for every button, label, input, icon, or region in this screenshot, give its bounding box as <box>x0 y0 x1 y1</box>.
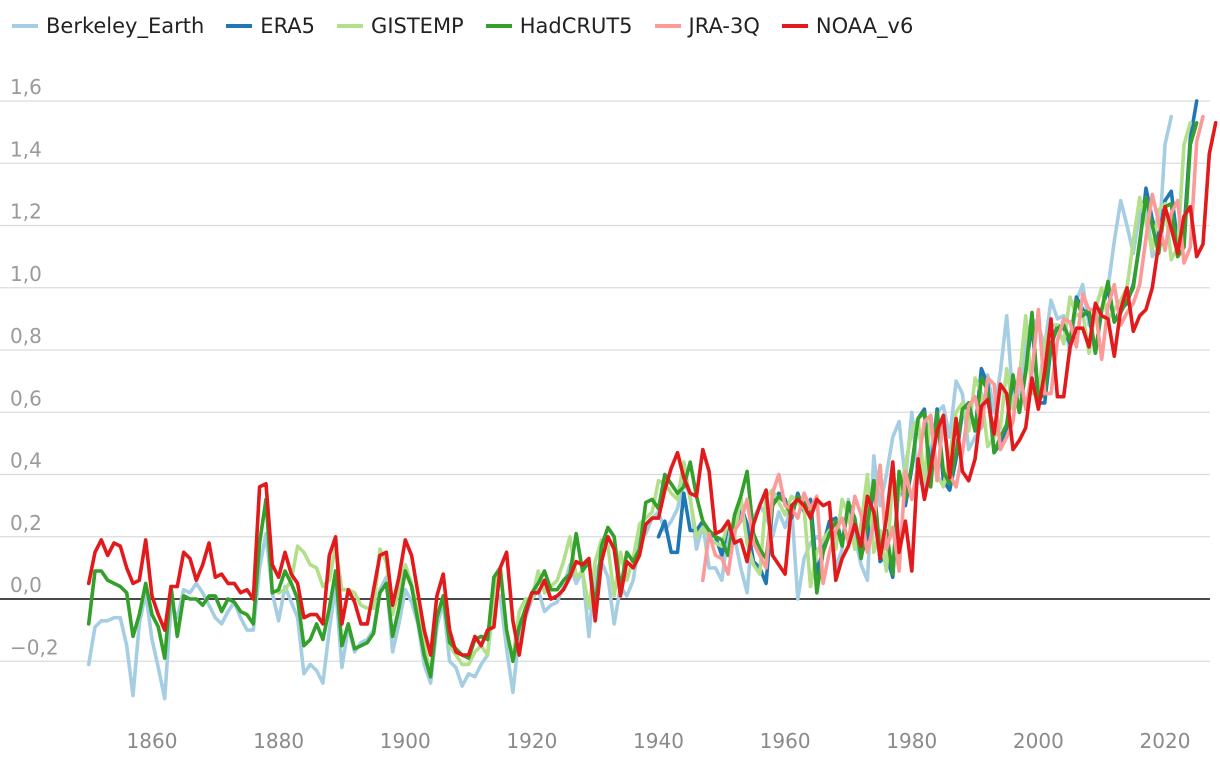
legend-label: HadCRUT5 <box>519 14 633 38</box>
x-tick-label: 1980 <box>886 729 937 753</box>
legend-swatch <box>226 24 253 28</box>
legend-item-era5[interactable]: ERA5 <box>226 14 315 38</box>
x-tick-label: 1960 <box>760 729 811 753</box>
legend-item-gistemp[interactable]: GISTEMP <box>337 14 464 38</box>
legend-item-noaa-v6[interactable]: NOAA_v6 <box>781 14 914 38</box>
series-line-noaa-v6 <box>86 121 1218 657</box>
legend-label: Berkeley_Earth <box>46 14 205 38</box>
y-tick-label: 0,4 <box>10 449 42 473</box>
y-tick-label: 1,2 <box>10 200 42 224</box>
y-tick-label: 0,6 <box>10 386 42 410</box>
legend-item-jra-3q[interactable]: JRA-3Q <box>654 14 760 38</box>
x-tick-label: 2020 <box>1140 729 1191 753</box>
y-tick-label: 1,6 <box>10 75 42 99</box>
legend-label: NOAA_v6 <box>815 14 914 38</box>
legend-label: ERA5 <box>260 14 316 38</box>
series-lines <box>86 99 1218 701</box>
grid <box>0 100 1210 662</box>
legend-label: JRA-3Q <box>688 14 760 38</box>
legend-swatch <box>337 24 364 28</box>
series-line-gistemp <box>276 121 1193 676</box>
x-axis-ticks: 1860 1880 1900 1920 1940 1960 1980 2000 2020 <box>127 729 1191 753</box>
legend-swatch <box>781 24 808 28</box>
y-axis-ticks: −0,2 0,0 0,2 0,4 0,6 0,8 1,0 1,2 1,4 1,6 <box>10 75 59 659</box>
x-tick-label: 1900 <box>380 729 431 753</box>
x-tick-label: 1880 <box>253 729 304 753</box>
series-line-hadcrut5 <box>86 121 1199 679</box>
legend-label: GISTEMP <box>371 14 464 38</box>
legend-item-hadcrut5[interactable]: HadCRUT5 <box>485 14 633 38</box>
x-tick-label: 1860 <box>127 729 178 753</box>
y-tick-label: 0,2 <box>10 511 42 535</box>
legend-swatch <box>485 24 512 28</box>
y-tick-label: 0,0 <box>10 573 42 597</box>
y-tick-label: 1,4 <box>10 137 42 161</box>
x-tick-label: 1920 <box>506 729 557 753</box>
y-tick-label: 1,0 <box>10 262 42 286</box>
legend-swatch <box>654 24 681 28</box>
x-tick-label: 2000 <box>1013 729 1064 753</box>
legend-item-berkeley-earth[interactable]: Berkeley_Earth <box>12 14 204 38</box>
y-tick-label: −0,2 <box>10 635 59 659</box>
y-tick-label: 0,8 <box>10 324 42 348</box>
x-tick-label: 1940 <box>633 729 684 753</box>
legend: Berkeley_Earth ERA5 GISTEMP HadCRUT5 JRA-3Q N… <box>12 14 913 38</box>
legend-swatch <box>12 24 38 28</box>
